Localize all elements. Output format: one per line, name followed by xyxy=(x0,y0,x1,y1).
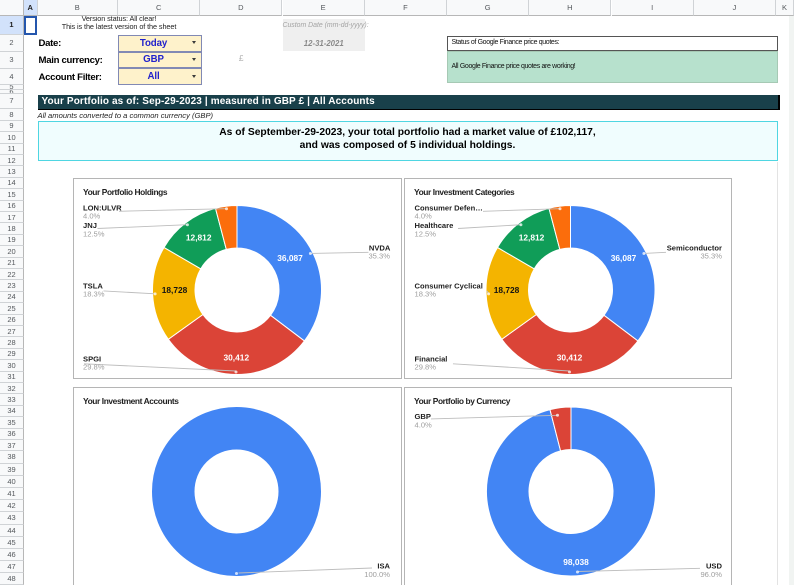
svg-text:18.3%: 18.3% xyxy=(415,290,437,299)
svg-text:35.3%: 35.3% xyxy=(368,252,390,261)
svg-text:4.0%: 4.0% xyxy=(83,212,101,221)
svg-text:12.5%: 12.5% xyxy=(83,229,105,238)
svg-text:GBP: GBP xyxy=(415,412,431,421)
svg-text:ISA: ISA xyxy=(377,562,390,571)
svg-text:JNJ: JNJ xyxy=(83,221,97,230)
svg-text:NVDA: NVDA xyxy=(369,243,391,252)
svg-text:18,728: 18,728 xyxy=(162,285,188,295)
svg-text:100.0%: 100.0% xyxy=(364,570,390,579)
svg-text:96.0%: 96.0% xyxy=(700,570,722,579)
svg-text:30,412: 30,412 xyxy=(223,352,249,362)
svg-text:TSLA: TSLA xyxy=(83,281,103,290)
svg-text:LON:ULVR: LON:ULVR xyxy=(83,203,122,212)
svg-text:Consumer Defen…: Consumer Defen… xyxy=(415,203,483,212)
svg-text:SPGI: SPGI xyxy=(83,354,101,363)
svg-text:29.8%: 29.8% xyxy=(83,363,105,372)
svg-text:36,087: 36,087 xyxy=(611,253,637,263)
svg-text:Financial: Financial xyxy=(415,354,448,363)
svg-text:36,087: 36,087 xyxy=(277,253,303,263)
svg-text:12.5%: 12.5% xyxy=(415,229,437,238)
svg-text:12,812: 12,812 xyxy=(186,233,212,243)
svg-text:35.3%: 35.3% xyxy=(700,252,722,261)
svg-text:18,728: 18,728 xyxy=(494,285,520,295)
svg-text:18.3%: 18.3% xyxy=(83,290,105,299)
svg-text:Healthcare: Healthcare xyxy=(415,221,454,230)
svg-text:4.0%: 4.0% xyxy=(415,212,433,221)
svg-text:12,812: 12,812 xyxy=(519,233,545,243)
svg-text:98,038: 98,038 xyxy=(563,557,589,567)
svg-text:29.8%: 29.8% xyxy=(415,363,437,372)
svg-text:Consumer Cyclical: Consumer Cyclical xyxy=(415,281,483,290)
svg-text:USD: USD xyxy=(706,562,723,571)
svg-text:30,412: 30,412 xyxy=(557,352,583,362)
svg-text:4.0%: 4.0% xyxy=(415,420,433,429)
svg-text:Semiconductor: Semiconductor xyxy=(667,243,722,252)
